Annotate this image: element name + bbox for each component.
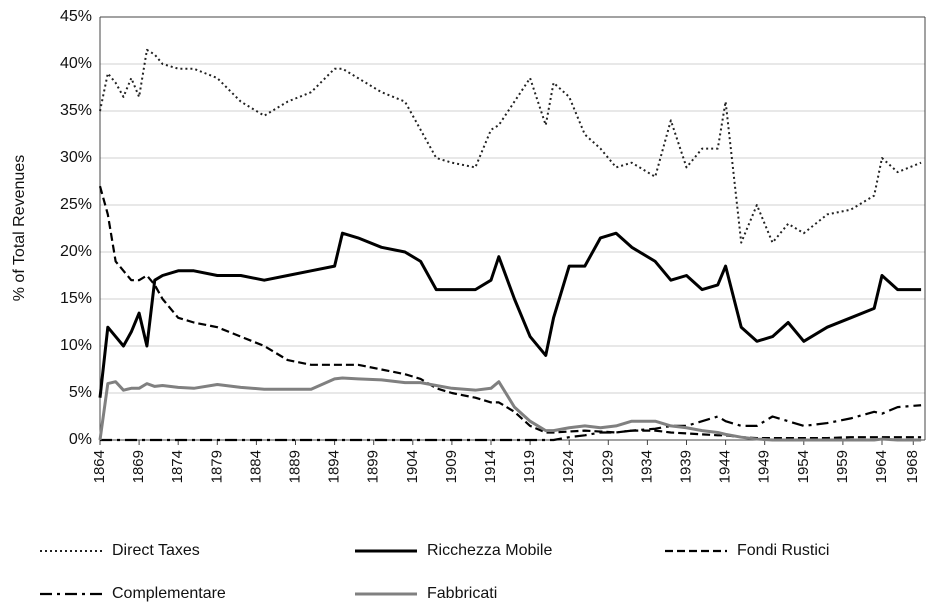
- data-line: [98, 376, 922, 442]
- data-line: [98, 231, 922, 398]
- y-tick-label: 30%: [60, 149, 92, 166]
- x-tick-label: 1869: [130, 450, 147, 483]
- x-tick-label: 1864: [91, 450, 108, 483]
- legend-label: Ricchezza Mobile: [427, 542, 552, 559]
- x-tick-label: 1959: [834, 450, 851, 483]
- y-tick-label: 0%: [69, 431, 92, 448]
- x-tick-label: 1924: [560, 450, 577, 483]
- y-tick-label: 15%: [60, 290, 92, 307]
- x-tick-label: 1964: [873, 450, 890, 483]
- x-tick-label: 1914: [482, 450, 499, 483]
- data-line: [100, 404, 922, 442]
- x-tick-label: 1944: [717, 450, 734, 483]
- x-tick-label: 1939: [677, 450, 694, 483]
- y-tick-label: 35%: [60, 102, 92, 119]
- x-tick-label: 1954: [795, 450, 812, 483]
- y-tick-label: 5%: [69, 384, 92, 401]
- x-tick-label: 1874: [169, 450, 186, 483]
- y-tick-label: 10%: [60, 337, 92, 354]
- x-tick-label: 1884: [247, 450, 264, 483]
- x-tick-label: 1929: [599, 450, 616, 483]
- legend-label: Fabbricati: [427, 585, 497, 602]
- y-tick-label: 20%: [60, 243, 92, 260]
- y-tick-label: 25%: [60, 196, 92, 213]
- x-tick-label: 1889: [286, 450, 303, 483]
- x-tick-label: 1909: [443, 450, 460, 483]
- y-axis-label: % of Total Revenues: [11, 155, 28, 301]
- y-tick-label: 45%: [60, 8, 92, 25]
- legend-label: Complementare: [112, 585, 226, 602]
- x-tick-label: 1934: [638, 450, 655, 483]
- data-line: [99, 48, 922, 244]
- x-tick-label: 1968: [904, 450, 921, 483]
- y-tick-label: 40%: [60, 55, 92, 72]
- x-tick-label: 1894: [326, 450, 343, 483]
- x-tick-label: 1919: [521, 450, 538, 483]
- x-tick-label: 1899: [365, 450, 382, 483]
- legend-label: Direct Taxes: [112, 542, 200, 559]
- x-tick-label: 1949: [756, 450, 773, 483]
- legend-label: Fondi Rustici: [737, 542, 829, 559]
- x-tick-label: 1904: [404, 450, 421, 483]
- x-tick-label: 1879: [208, 450, 225, 483]
